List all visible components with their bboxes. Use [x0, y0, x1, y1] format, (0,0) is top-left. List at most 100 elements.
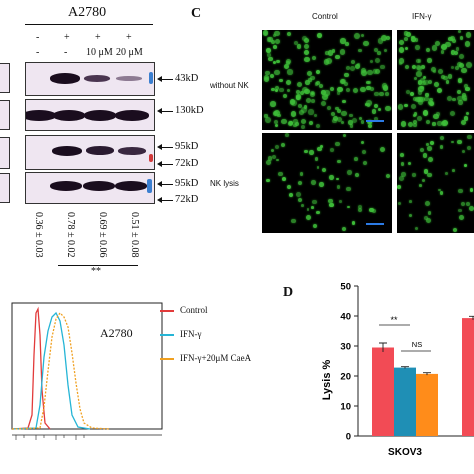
fluorescent-cell	[450, 35, 455, 41]
fluorescent-cell	[276, 59, 280, 64]
fluorescent-cell	[404, 103, 408, 107]
fluorescent-cell	[326, 58, 333, 64]
left-partial-strip-2	[0, 100, 10, 130]
fluorescent-cell	[297, 104, 302, 108]
fluorescent-cell	[331, 49, 336, 54]
y-tick-label: 20	[340, 372, 351, 383]
fluorescent-cell	[341, 110, 347, 117]
fluorescent-cell	[308, 109, 314, 115]
fluorescent-cell	[265, 159, 271, 165]
fluorescent-cell	[300, 124, 306, 130]
legend-label-control: Control	[180, 305, 208, 315]
fluorescent-cell	[304, 56, 311, 63]
fluorescent-cell	[407, 121, 413, 127]
fluorescent-cell	[460, 201, 466, 207]
left-partial-strip-4	[0, 173, 10, 203]
fluorescent-cell	[466, 61, 472, 68]
fluorescent-cell	[424, 96, 429, 102]
significance-mark: **	[91, 266, 101, 277]
marker-95kd-a: 95kD	[175, 141, 199, 152]
fluorescent-cell	[338, 199, 342, 203]
treat-r1-c4: +	[126, 32, 132, 43]
fluorescent-cell	[266, 178, 270, 182]
fluorescent-cell	[366, 81, 370, 85]
fluorescent-cell	[270, 148, 275, 152]
fluorescent-cell	[411, 37, 416, 42]
fluorescent-cell	[458, 54, 464, 60]
fluorescent-cell	[284, 63, 290, 69]
fluorescent-cell	[354, 63, 361, 69]
fluorescent-cell	[345, 65, 351, 71]
micro-without-nk-control	[262, 30, 392, 130]
marker-arrow-icon	[157, 108, 162, 114]
fluorescent-cell	[426, 119, 431, 124]
fluorescent-cell	[291, 219, 296, 224]
fluorescent-cell	[443, 75, 448, 81]
flow-curve-ifn-caea	[11, 311, 111, 430]
micro-without-nk-ifn	[397, 30, 474, 130]
fluorescent-cell	[350, 66, 356, 72]
fluorescent-cell	[465, 86, 471, 92]
fluorescent-cell	[295, 89, 301, 95]
fluorescent-cell	[435, 112, 440, 116]
fluorescent-cell	[302, 87, 309, 94]
blot-band	[83, 181, 115, 191]
fluorescent-cell	[286, 79, 292, 85]
fluorescent-cell	[375, 58, 381, 64]
fluorescent-cell	[413, 96, 418, 102]
fluorescent-cell	[429, 141, 434, 146]
fluorescent-cell	[385, 92, 389, 96]
fluorescent-cell	[342, 226, 347, 232]
fluorescent-cell	[275, 39, 281, 45]
fluorescent-cell	[360, 140, 365, 145]
fluorescent-cell	[459, 214, 465, 220]
col-label-ifn: IFN-γ	[412, 12, 432, 21]
fluorescent-cell	[385, 36, 390, 41]
fluorescent-cell	[374, 48, 379, 53]
fluorescent-cell	[421, 178, 426, 183]
blot-band	[52, 146, 82, 156]
fluorescent-cell	[289, 192, 294, 197]
fluorescent-cell	[335, 54, 340, 59]
fluorescent-cell	[458, 100, 463, 105]
fluorescent-cell	[354, 157, 358, 161]
y-tick-label: 40	[340, 312, 351, 323]
fluorescent-cell	[416, 59, 421, 64]
fluorescent-cell	[424, 200, 430, 206]
fluorescent-cell	[464, 41, 471, 47]
blot-band	[84, 75, 110, 82]
fluorescent-cell	[450, 110, 456, 116]
fluorescent-cell	[418, 100, 423, 106]
fluorescent-cell	[298, 181, 303, 186]
y-tick-label: 50	[340, 282, 351, 293]
fluorescent-cell	[281, 118, 287, 125]
treat-r2-c4: 20 μM	[116, 47, 143, 58]
fluorescent-cell	[267, 156, 273, 161]
fluorescent-cell	[327, 50, 334, 56]
fluorescent-cell	[437, 88, 442, 93]
fluorescent-cell	[343, 72, 349, 78]
fluorescent-cell	[427, 211, 432, 215]
error-bar	[379, 342, 387, 352]
fluorescent-cell	[462, 95, 467, 100]
blot-band	[26, 110, 56, 121]
fluorescent-cell	[289, 99, 296, 105]
fluorescent-cell	[349, 124, 354, 128]
fluorescent-cell	[303, 105, 308, 109]
fluorescent-cell	[372, 109, 377, 114]
fluorescent-cell	[301, 36, 307, 42]
treat-r1-c2: +	[64, 32, 70, 43]
fluorescent-cell	[427, 57, 433, 63]
fluorescent-cell	[346, 187, 351, 192]
fluorescent-cell	[348, 120, 353, 125]
fluorescent-cell	[397, 184, 402, 189]
micro-nk-lysis-control	[262, 133, 392, 233]
fluorescent-cell	[304, 44, 310, 50]
fluorescent-cell	[340, 49, 346, 55]
fluorescent-cell	[287, 184, 292, 190]
fluorescent-cell	[363, 40, 369, 46]
fluorescent-cell	[330, 148, 335, 152]
fluorescent-cell	[461, 67, 467, 74]
fluorescent-cell	[417, 89, 423, 95]
fluorescent-cell	[364, 103, 368, 107]
